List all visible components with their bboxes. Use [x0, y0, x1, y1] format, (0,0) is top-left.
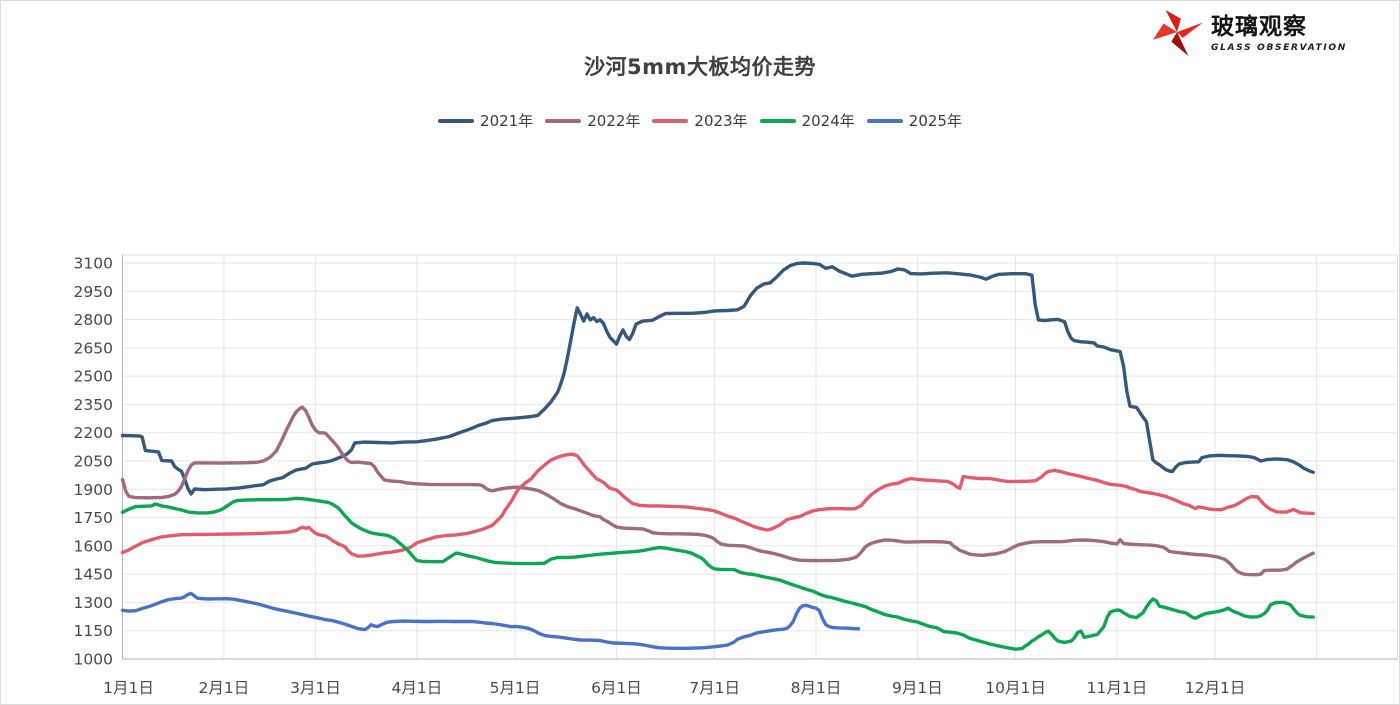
legend-swatch: [652, 118, 689, 123]
y-tick-label: 1450: [74, 566, 113, 584]
legend-item-2023[interactable]: 2023年: [652, 110, 748, 131]
y-tick-label: 2200: [74, 424, 113, 442]
y-tick-label: 1300: [74, 594, 113, 612]
y-tick-label: 3100: [74, 255, 113, 273]
legend-item-2025[interactable]: 2025年: [866, 110, 962, 131]
y-tick-label: 2950: [74, 283, 113, 301]
series-line-2025: [120, 591, 861, 650]
x-tick-label: 5月1日: [490, 679, 541, 697]
x-tick-label: 8月1日: [791, 679, 842, 697]
legend-item-2021[interactable]: 2021年: [438, 110, 533, 131]
y-tick-label: 1750: [74, 509, 113, 527]
legend-swatch: [438, 118, 475, 123]
brand-name-cn: 玻璃观察: [1211, 14, 1308, 41]
legend: 2021年 2022年 2023年 2024年 2025年: [1, 110, 1399, 131]
brand-logo-text: 玻璃观察 GLASS OBSERVATION: [1211, 15, 1347, 52]
y-tick-label: 1900: [74, 481, 113, 499]
series-line-2022: [120, 405, 1315, 577]
x-tick-label: 12月1日: [1185, 679, 1246, 697]
x-tick-label: 7月1日: [689, 679, 740, 697]
series-line-2024: [120, 496, 1315, 651]
legend-swatch: [759, 118, 796, 123]
legend-label: 2021年: [480, 112, 534, 130]
x-tick-label: 1月1日: [103, 679, 154, 697]
legend-label: 2023年: [694, 112, 748, 130]
x-tick-label: 10月1日: [985, 679, 1046, 697]
y-tick-label: 2500: [74, 368, 113, 386]
legend-item-2024[interactable]: 2024年: [759, 110, 855, 131]
chart-title: 沙河5mm大板均价走势: [584, 55, 816, 79]
legend-label: 2024年: [801, 112, 855, 130]
legend-swatch: [866, 118, 903, 123]
y-tick-label: 2650: [74, 339, 113, 357]
x-tick-label: 11月1日: [1087, 679, 1148, 697]
y-tick-label: 1150: [74, 622, 113, 640]
y-tick-label: 2800: [74, 311, 113, 329]
y-tick-label: 2350: [74, 396, 113, 414]
y-tick-label: 1600: [74, 537, 113, 555]
y-tick-label: 1000: [74, 651, 113, 669]
brand-logo: 玻璃观察 GLASS OBSERVATION: [1152, 10, 1347, 58]
y-tick-label: 2050: [74, 453, 113, 471]
x-tick-label: 9月1日: [892, 679, 943, 697]
series-line-2021: [120, 261, 1315, 496]
brand-logo-icon: [1153, 10, 1203, 57]
x-tick-label: 3月1日: [290, 679, 341, 697]
x-tick-label: 6月1日: [591, 679, 642, 697]
legend-label: 2025年: [908, 112, 962, 130]
x-tick-label: 2月1日: [199, 679, 250, 697]
x-tick-label: 4月1日: [392, 679, 443, 697]
legend-label: 2022年: [587, 112, 641, 130]
legend-item-2022[interactable]: 2022年: [545, 110, 640, 131]
legend-swatch: [545, 118, 582, 123]
series-line-2023: [120, 452, 1315, 558]
brand-name-en: GLASS OBSERVATION: [1211, 42, 1347, 53]
